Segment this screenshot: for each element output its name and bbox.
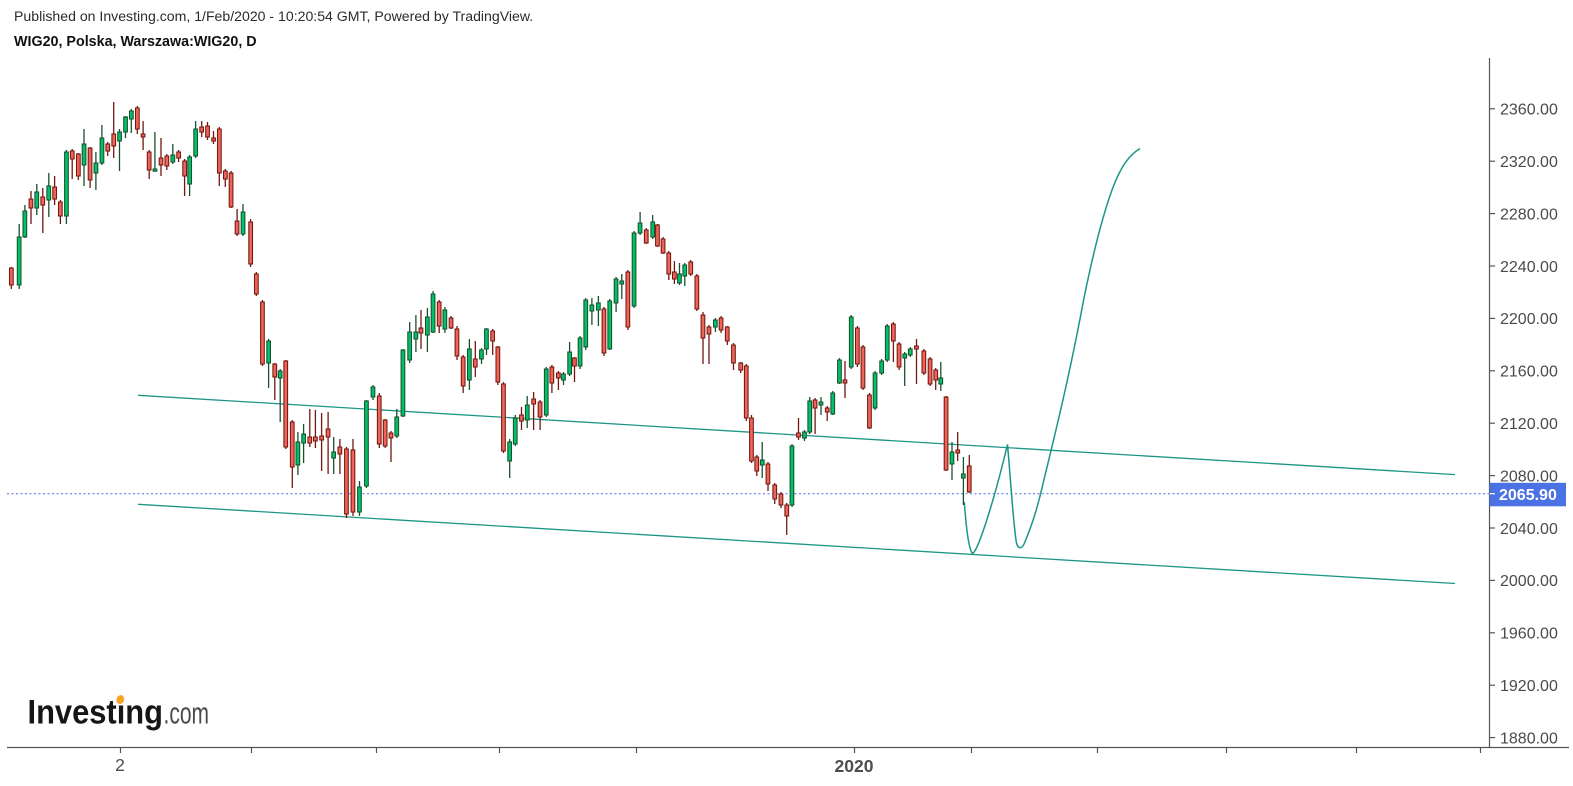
svg-text:.com: .com <box>164 696 210 730</box>
svg-text:1960.00: 1960.00 <box>1500 626 1558 643</box>
svg-text:2320.00: 2320.00 <box>1500 154 1558 171</box>
svg-text:1880.00: 1880.00 <box>1500 730 1558 747</box>
svg-text:1920.00: 1920.00 <box>1500 678 1558 695</box>
svg-text:2240.00: 2240.00 <box>1500 259 1558 276</box>
svg-text:2020: 2020 <box>835 756 874 776</box>
svg-text:2280.00: 2280.00 <box>1500 206 1558 223</box>
svg-text:WIG20, Polska, Warszawa:WIG20,: WIG20, Polska, Warszawa:WIG20, D <box>14 34 257 50</box>
svg-text:2120.00: 2120.00 <box>1500 416 1558 433</box>
svg-text:2360.00: 2360.00 <box>1500 102 1558 119</box>
svg-text:2: 2 <box>115 755 125 775</box>
svg-text:2200.00: 2200.00 <box>1500 311 1558 328</box>
svg-text:2065.90: 2065.90 <box>1499 487 1557 504</box>
svg-text:2160.00: 2160.00 <box>1500 364 1558 381</box>
svg-text:2000.00: 2000.00 <box>1500 573 1558 590</box>
svg-text:Investing: Investing <box>28 693 164 731</box>
svg-text:2080.00: 2080.00 <box>1500 468 1558 485</box>
svg-text:2040.00: 2040.00 <box>1500 521 1558 538</box>
svg-text:Published on Investing.com, 1/: Published on Investing.com, 1/Feb/2020 -… <box>14 8 533 24</box>
